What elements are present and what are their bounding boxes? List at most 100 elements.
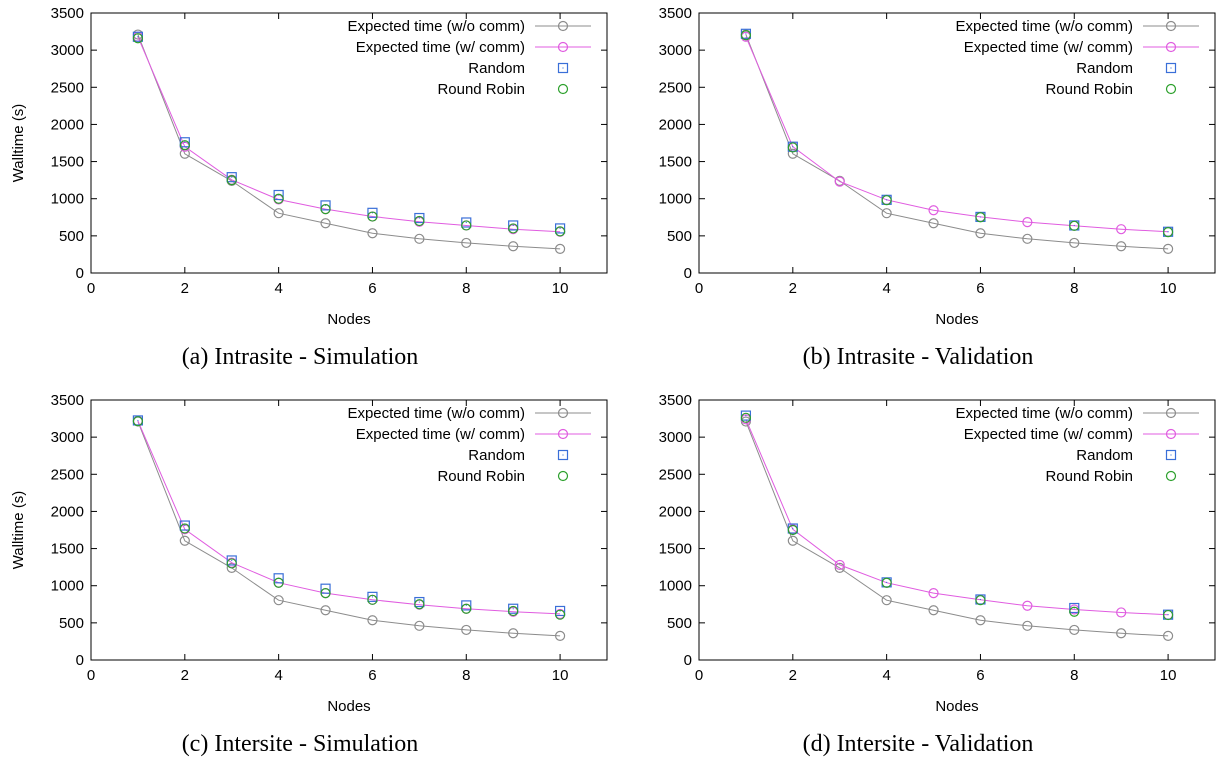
panel-caption: (d) Intersite - Validation (803, 731, 1034, 757)
legend-marker (1165, 62, 1177, 74)
series-line (137, 421, 561, 637)
data-point (975, 228, 986, 239)
data-point (508, 605, 519, 617)
x-tick-label: 10 (552, 280, 569, 297)
data-point (928, 605, 939, 616)
y-tick-label: 500 (667, 615, 692, 632)
series-round-robin (740, 30, 1174, 238)
legend-label: Random (468, 60, 525, 77)
data-point (226, 555, 237, 566)
x-tick-label: 0 (87, 667, 95, 684)
x-tick-label: 6 (976, 667, 984, 684)
data-point (881, 595, 892, 606)
data-point (554, 226, 566, 237)
x-tick-label: 4 (274, 280, 282, 297)
data-point (132, 33, 144, 44)
data-point (226, 558, 237, 569)
legend-marker (1165, 83, 1177, 95)
data-point (787, 142, 798, 153)
legend-label: Expected time (w/o comm) (347, 405, 525, 422)
data-point (1069, 237, 1080, 249)
chart-panel: 0 500 1000 1500 2000 2500 3000 3500 0 2 4 6 8 10 Nodes… (10, 392, 608, 757)
x-tick-label: 4 (882, 667, 890, 684)
data-point (1069, 602, 1080, 614)
x-tick-label: 10 (1160, 667, 1177, 684)
data-point (554, 223, 566, 234)
data-point (928, 205, 939, 216)
panel-caption: (a) Intrasite - Simulation (182, 344, 419, 370)
x-tick-label: 8 (462, 280, 470, 297)
x-tick-label: 8 (462, 667, 470, 684)
data-point (414, 212, 425, 224)
legend-label: Random (1076, 60, 1133, 77)
legend-marker (557, 428, 569, 440)
legend-label: Round Robin (437, 81, 525, 98)
series-line (745, 34, 1169, 250)
data-point (367, 615, 378, 626)
y-tick-label: 1000 (51, 191, 84, 208)
data-point (1022, 233, 1033, 244)
legend-marker (1165, 449, 1177, 461)
data-point (461, 217, 472, 228)
legend-marker (557, 407, 569, 419)
legend: Expected time (w/o comm) Expected time (w… (955, 18, 1199, 98)
data-point (1116, 628, 1127, 639)
data-point (975, 615, 986, 626)
data-point (179, 137, 190, 148)
legend-label: Round Robin (1045, 81, 1133, 98)
legend-marker (557, 41, 569, 53)
x-tick-label: 2 (181, 667, 189, 684)
plot-frame (698, 12, 1216, 274)
x-tick-label: 8 (1070, 667, 1078, 684)
data-point (320, 583, 331, 594)
x-tick-label: 2 (789, 667, 797, 684)
data-point (414, 620, 425, 631)
y-tick-label: 1000 (659, 191, 692, 208)
data-point (414, 233, 425, 244)
x-tick-label: 2 (181, 280, 189, 297)
data-point (881, 577, 892, 588)
y-tick-label: 1000 (51, 578, 84, 595)
series-random (132, 31, 566, 234)
y-tick-label: 3500 (659, 5, 692, 22)
legend-marker (557, 62, 569, 74)
data-point (1162, 243, 1174, 254)
data-point (508, 220, 519, 231)
data-point (1022, 600, 1033, 611)
data-point (881, 195, 892, 206)
y-tick-label: 2500 (659, 79, 692, 96)
y-tick-label: 2000 (659, 116, 692, 133)
y-tick-label: 3500 (659, 392, 692, 409)
legend-marker (1165, 41, 1177, 53)
legend-label: Expected time (w/ comm) (964, 39, 1133, 56)
x-axis-title: Nodes (327, 311, 370, 328)
x-tick-label: 2 (789, 280, 797, 297)
y-tick-label: 500 (667, 228, 692, 245)
data-point (1022, 620, 1033, 631)
panel-caption: (b) Intrasite - Validation (803, 344, 1034, 370)
data-point (1116, 224, 1127, 235)
series-line (137, 420, 561, 615)
data-point (320, 200, 331, 211)
data-point (414, 599, 425, 610)
legend-marker (1165, 428, 1177, 440)
data-point (179, 535, 190, 546)
data-point (834, 176, 845, 187)
data-point (461, 603, 472, 614)
data-point (273, 595, 284, 606)
data-point (320, 588, 331, 599)
plot-frame (698, 399, 1216, 661)
y-tick-label: 3500 (51, 5, 84, 22)
data-point (461, 600, 472, 611)
data-point (834, 559, 845, 571)
y-tick-label: 2000 (51, 503, 84, 520)
data-point (1022, 217, 1033, 228)
data-point (461, 237, 472, 249)
data-point (1162, 630, 1174, 641)
legend: Expected time (w/o comm) Expected time (w… (347, 405, 591, 485)
data-point (787, 148, 798, 159)
series-round-robin (132, 33, 566, 237)
series-expected-time-w-o-comm (132, 29, 566, 254)
y-tick-label: 0 (684, 652, 692, 669)
data-point (508, 241, 519, 252)
